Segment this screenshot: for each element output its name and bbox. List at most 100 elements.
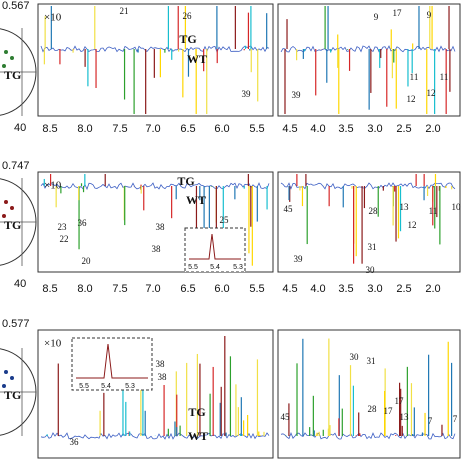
x-tick-label: 4.5 [282,123,297,135]
peak-label: 11 [410,72,419,82]
peak-label: 30 [366,265,376,275]
group-label: WT [186,193,206,207]
group-label: TG [177,174,194,188]
x-tick-label: 3.0 [367,123,382,135]
inset-tick-label: 5.3 [125,383,135,390]
peak-label: 39 [292,90,302,100]
r-value: 0.747 [2,160,30,172]
x-tick-label: 6.5 [180,123,195,135]
score-point [10,56,14,60]
group-label: WT [188,429,208,443]
peak-label: 39 [242,89,252,99]
peak-label: 11 [429,206,438,216]
x-tick-label: 3.0 [367,283,382,295]
x-tick-label: 8.0 [77,283,92,295]
peak-label: 38 [152,244,162,254]
x-tick-label: 8.5 [42,123,57,135]
inset-tick-label: 5.5 [188,264,198,271]
peak-label: 25 [220,215,230,225]
peak-label: 23 [58,222,68,232]
inset-tick-label: 5.5 [79,383,89,390]
x-tick-label: 3.5 [338,123,353,135]
x-tick-label: 2.5 [396,283,411,295]
peak-label: 9 [374,12,379,22]
peak-label: 22 [60,234,69,244]
score-point [2,214,6,218]
inset-spectrum [76,343,148,379]
r-value: 0.567 [2,0,30,12]
peak-label: 28 [368,404,378,414]
peak-label: 21 [120,6,129,16]
peak-label: 38 [158,372,168,382]
group-label: TG [4,388,21,402]
score-point [2,64,6,68]
inset-box [71,337,153,391]
x-tick-label: 7.5 [112,123,127,135]
peak-label: 12 [408,220,417,230]
group-label: TG [179,32,196,46]
peak-label: 45 [284,204,294,214]
inset-spectrum [189,233,241,260]
peak-label: 9 [427,10,432,20]
x-tick-label: 4.0 [310,123,325,135]
axis-tick-label: 40 [14,122,26,134]
x-tick-label: 2.0 [425,123,440,135]
multiplier: ×10 [44,338,62,350]
multiplier: ×10 [44,12,62,24]
peak-label: 45 [281,412,291,422]
group-label: TG [4,218,21,232]
peak-label: 38 [156,359,166,369]
x-tick-label: 5.5 [249,283,264,295]
group-label: TG [188,405,205,419]
inset-tick-label: 5.4 [101,383,111,390]
x-tick-label: 4.5 [282,283,297,295]
group-label: WT [187,52,207,66]
peak-label: 7 [453,414,458,424]
peak-label: 39 [294,254,304,264]
x-tick-label: 6.0 [214,283,229,295]
spectrum-panel [37,3,274,117]
r-value: 0.577 [2,318,30,330]
peak-label: 31 [368,242,377,252]
peak-label: 10 [452,202,462,212]
x-tick-label: 7.5 [112,283,127,295]
score-point [10,206,14,210]
score-point [4,50,8,54]
x-tick-label: 2.0 [425,283,440,295]
score-point [4,200,8,204]
spectrum-baseline [40,432,270,440]
score-point [10,376,14,380]
x-tick-label: 7.0 [145,123,160,135]
peak-label: 11 [440,72,449,82]
peak-label: 31 [367,356,376,366]
peak-label: 17 [393,8,403,18]
x-tick-label: 5.5 [249,123,264,135]
inset-box [184,227,246,273]
multiplier: ×10 [44,180,62,192]
inset-tick-label: 5.3 [233,264,243,271]
peak-label: 20 [82,256,92,266]
peak-label: 17 [384,406,394,416]
peak-label: 28 [369,206,379,216]
spectrum-panel [277,171,461,273]
spectrum-baseline [280,45,456,53]
peak-label: 7 [428,416,433,426]
score-point [4,370,8,374]
axis-tick-label: 40 [14,278,26,290]
spectrum-baseline [40,45,270,54]
x-tick-label: 8.5 [42,283,57,295]
x-tick-label: 8.0 [77,123,92,135]
group-label: TG [4,68,21,82]
inset-tick-label: 5.4 [210,264,220,271]
peak-label: 13 [400,202,410,212]
x-tick-label: 3.5 [338,283,353,295]
spectrum-panel [277,329,461,459]
peak-label: 12 [407,94,416,104]
peak-label: 13 [400,412,410,422]
peak-label: 38 [156,222,166,232]
x-tick-label: 6.0 [214,123,229,135]
x-tick-label: 4.0 [310,283,325,295]
peak-label: 12 [427,88,436,98]
x-tick-label: 7.0 [145,283,160,295]
